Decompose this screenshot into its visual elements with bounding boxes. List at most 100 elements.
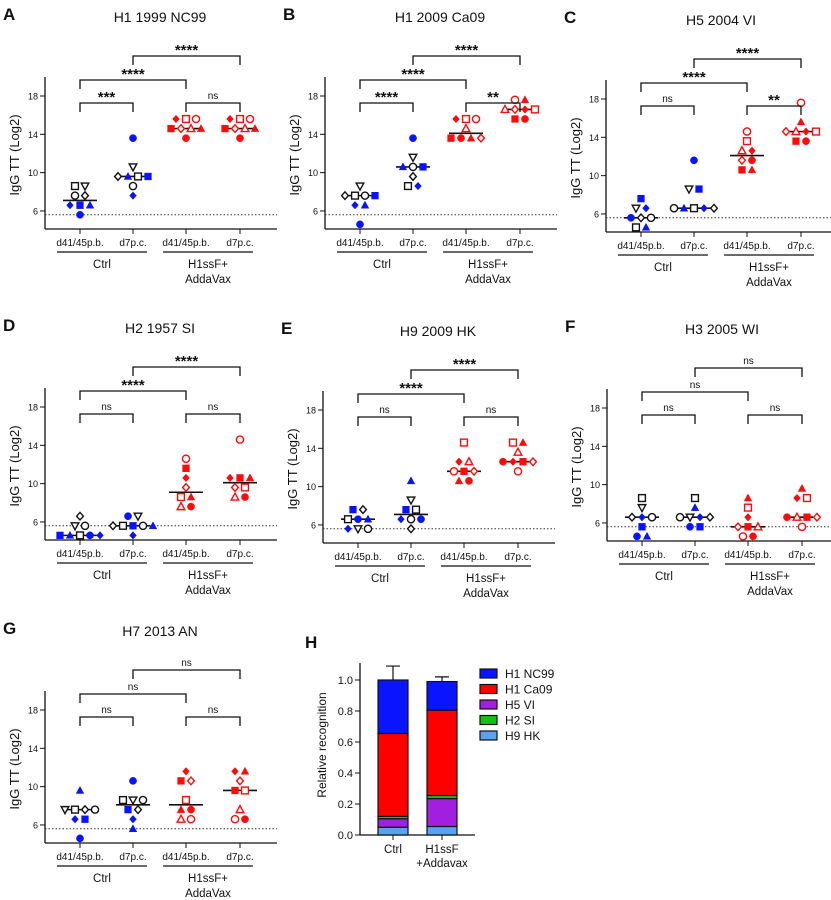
bar-segment-h5-vi xyxy=(377,818,409,828)
y-tick-label: 14 xyxy=(308,130,318,140)
group-label: H1ssF+ xyxy=(188,570,228,582)
x-tick-label: d7p.c. xyxy=(681,550,708,561)
data-point xyxy=(460,467,468,475)
legend-label: H9 HK xyxy=(505,729,540,743)
panel-letter: H xyxy=(305,633,317,652)
y-tick-label: 6 xyxy=(33,820,38,830)
x-tick-label: d41/45p.b. xyxy=(724,550,771,561)
y-tick-label: 14 xyxy=(28,744,38,754)
data-point xyxy=(177,777,185,785)
y-tick-label: 10 xyxy=(590,480,600,490)
x-tick-label: d7p.c. xyxy=(119,238,146,249)
data-point xyxy=(419,163,427,171)
data-point xyxy=(191,114,201,124)
data-point xyxy=(742,127,752,136)
data-point xyxy=(637,503,647,514)
data-point xyxy=(642,204,650,213)
data-point xyxy=(226,473,234,483)
group-label: AddaVax xyxy=(463,588,509,600)
significance-label: ns xyxy=(743,356,754,367)
data-point xyxy=(133,804,143,815)
significance-label: ns xyxy=(208,402,219,413)
data-point xyxy=(471,114,481,124)
data-point xyxy=(241,815,249,824)
y-tick-label: 0.8 xyxy=(338,706,353,718)
x-tick-label: d41/45p.b. xyxy=(334,552,381,563)
significance-bracket xyxy=(641,391,749,401)
data-point xyxy=(172,114,180,124)
data-point xyxy=(642,531,652,540)
data-point xyxy=(669,203,679,213)
data-point xyxy=(464,456,474,466)
group-label: H1ssF+ xyxy=(188,873,228,885)
significance-bracket xyxy=(641,414,696,424)
data-point xyxy=(679,203,689,212)
significance-label: **** xyxy=(682,69,706,86)
data-point xyxy=(738,166,746,174)
significance-label: ns xyxy=(208,705,219,716)
data-point xyxy=(176,501,186,511)
data-point xyxy=(812,512,822,523)
data-point xyxy=(684,185,694,195)
x-tick-label: d7p.c. xyxy=(787,241,814,252)
data-point xyxy=(499,457,507,466)
data-point xyxy=(633,532,641,541)
data-point xyxy=(236,474,244,482)
data-point xyxy=(186,123,196,133)
y-axis-label: IgG TT (Log2) xyxy=(7,425,22,506)
legend-label: H2 SI xyxy=(505,714,535,728)
data-point xyxy=(781,126,791,137)
data-point xyxy=(636,212,646,223)
legend-swatch xyxy=(479,668,498,679)
panel-letter: E xyxy=(281,319,292,338)
data-point xyxy=(459,438,469,447)
y-tick-label: 6 xyxy=(33,517,38,527)
data-point xyxy=(360,191,370,200)
data-point xyxy=(408,153,418,163)
data-point xyxy=(743,493,753,502)
data-point xyxy=(80,190,90,201)
panel-f: F H3 2005 WI IgG TT (Log2) 6 10 14 18 d41/45p.b… xyxy=(565,317,831,598)
bar-segment-h5-vi xyxy=(426,797,458,828)
data-point xyxy=(144,172,152,181)
x-tick-label: d7p.c. xyxy=(397,552,424,563)
y-tick-label: 10 xyxy=(28,168,38,178)
data-point xyxy=(631,223,641,232)
data-point xyxy=(186,776,196,786)
panel-c: C H5 2004 VI IgG TT (Log2) 6 10 14 18 d41/45p.b… xyxy=(564,8,831,289)
legend-swatch xyxy=(479,714,498,726)
y-tick-label: 18 xyxy=(28,706,38,716)
data-point xyxy=(86,531,94,540)
data-point xyxy=(709,203,719,214)
x-tick-label: d41/45p.b. xyxy=(56,549,103,560)
legend-label: H1 Ca09 xyxy=(505,683,553,697)
data-point xyxy=(403,181,413,191)
data-point xyxy=(181,454,191,464)
panel-title: H7 2013 AN xyxy=(122,623,198,639)
data-point xyxy=(753,521,763,531)
significance-bracket xyxy=(79,390,187,400)
data-point xyxy=(129,191,137,200)
group-label: Ctrl xyxy=(93,873,111,885)
data-point xyxy=(85,200,95,209)
y-axis-label: IgG TT (Log2) xyxy=(7,114,22,195)
data-point xyxy=(182,134,190,143)
data-point xyxy=(637,493,647,503)
data-point xyxy=(181,114,191,124)
data-point xyxy=(647,512,657,522)
significance-label: ns xyxy=(101,705,112,716)
data-point xyxy=(350,191,360,200)
data-point xyxy=(358,504,368,515)
error-bar xyxy=(435,676,449,682)
data-point xyxy=(129,815,137,824)
x-tick-label: d41/45p.b. xyxy=(440,552,487,563)
panel-title: H2 1957 SI xyxy=(125,320,195,336)
data-point xyxy=(500,103,510,114)
data-point xyxy=(627,213,635,222)
significance-bracket xyxy=(465,102,521,112)
data-point xyxy=(240,483,250,492)
x-tick-label: d41/45p.b. xyxy=(723,241,770,252)
x-tick-label: d7p.c. xyxy=(506,238,533,249)
x-tick-label: d41/45p.b. xyxy=(56,852,103,863)
